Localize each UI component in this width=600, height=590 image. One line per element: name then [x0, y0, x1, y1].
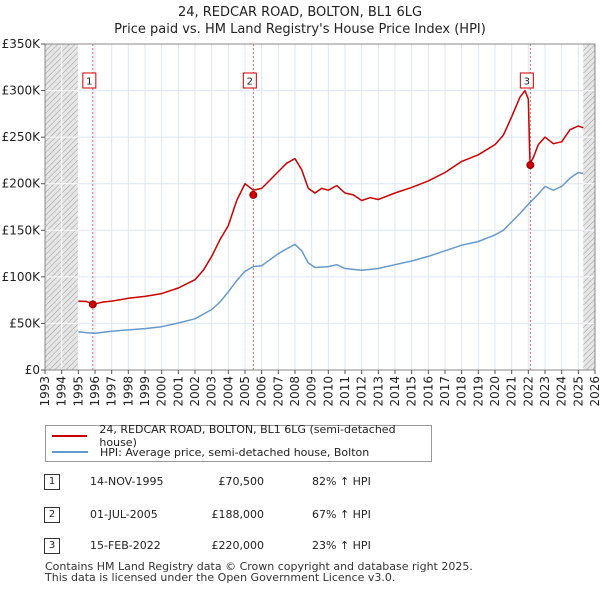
x-tick-label: 2008: [288, 376, 302, 407]
property-series-line: [78, 89, 584, 306]
x-tick-label: 1999: [138, 376, 152, 407]
hatched-region-after: [583, 44, 595, 370]
sale-point: [526, 161, 535, 170]
y-tick-label: £350K: [2, 37, 42, 51]
sale-price: £188,000: [211, 508, 265, 521]
x-tick-label: 2009: [305, 376, 319, 407]
price-chart: 1 2 3 £0 £50K £100K £150K £200K £250K £300K £350K 1…: [2, 37, 600, 407]
x-tick-label: 1997: [105, 376, 119, 407]
sale-hpi-change: 23% ↑ HPI: [312, 539, 371, 552]
sale-label-box: [519, 72, 534, 89]
sale-date: 15-FEB-2022: [90, 539, 161, 552]
x-tick-label: 2014: [388, 376, 402, 407]
hpi-series-line: [78, 171, 584, 334]
x-tick-label: 2002: [188, 376, 202, 407]
x-tick-label: 2015: [405, 376, 419, 407]
legend-swatch-property: [52, 435, 88, 437]
sale-row: 3 15-FEB-2022 £220,000 23% ↑ HPI: [44, 538, 464, 558]
sale-label-box: [242, 72, 257, 89]
plot-border: [44, 43, 596, 371]
x-tick-label: 2021: [505, 376, 519, 407]
x-tick-label: 2018: [455, 376, 469, 407]
x-tick-label: 2013: [371, 376, 385, 407]
y-tick-label: £250K: [2, 130, 42, 144]
sale-date: 01-JUL-2005: [90, 508, 158, 521]
legend-label-hpi: HPI: Average price, semi-detached house,…: [100, 445, 370, 459]
sale-number-badge: 2: [44, 507, 60, 523]
x-tick-label: 2007: [271, 376, 285, 407]
x-tick-label: 1995: [71, 376, 85, 407]
x-tick-label: 2003: [205, 376, 219, 407]
sale-label-text: 2: [247, 77, 253, 88]
x-tick-label: 2001: [171, 376, 185, 407]
data-range-band: [78, 44, 584, 370]
legend-item-hpi: HPI: Average price, semi-detached house,…: [52, 445, 369, 459]
sale-point: [88, 300, 97, 309]
chart-legend: 24, REDCAR ROAD, BOLTON, BL1 6LG (semi-d…: [45, 423, 432, 462]
legend-swatch-hpi: [52, 451, 88, 453]
footer-licence: This data is licensed under the Open Gov…: [45, 571, 396, 584]
footer: Contains HM Land Registry data © Crown c…: [45, 561, 473, 583]
y-tick-label: £100K: [2, 270, 42, 284]
x-tick-label: 2017: [438, 376, 452, 407]
x-tick-label: 2025: [571, 376, 585, 407]
sale-date: 14-NOV-1995: [90, 475, 164, 488]
x-tick-label: 2006: [255, 376, 269, 407]
footer-copyright: Contains HM Land Registry data © Crown c…: [45, 560, 473, 573]
x-tick-label: 1993: [38, 376, 52, 407]
sale-label-text: 1: [86, 77, 92, 88]
sale-price: £70,500: [218, 475, 265, 488]
legend-label-property: 24, REDCAR ROAD, BOLTON, BL1 6LG (semi-d…: [99, 423, 396, 449]
sale-number-badge: 3: [44, 538, 60, 554]
chart-subtitle: Price paid vs. HM Land Registry's House …: [114, 22, 486, 37]
x-tick-label: 1994: [55, 376, 69, 407]
sale-hpi-change: 67% ↑ HPI: [312, 508, 371, 521]
x-tick-label: 2005: [238, 376, 252, 407]
x-tick-label: 2012: [355, 376, 369, 407]
x-tick-label: 2011: [338, 376, 352, 407]
y-tick-label: £50K: [9, 316, 41, 330]
x-tick-label: 2000: [155, 376, 169, 407]
sale-label-text: 3: [524, 77, 530, 88]
y-tick-label: £300K: [2, 84, 42, 98]
sale-price: £220,000: [211, 539, 265, 552]
sale-number-badge: 1: [44, 474, 60, 490]
sale-label-box: [82, 72, 97, 89]
x-tick-label: 2020: [488, 376, 502, 407]
y-tick-label: £200K: [2, 177, 42, 191]
x-tick-label: 2022: [521, 376, 535, 407]
x-tick-label: 2023: [538, 376, 552, 407]
sale-row: 2 01-JUL-2005 £188,000 67% ↑ HPI: [44, 507, 464, 527]
sale-hpi-change: 82% ↑ HPI: [312, 475, 371, 488]
x-tick-label: 2016: [421, 376, 435, 407]
legend-item-property: 24, REDCAR ROAD, BOLTON, BL1 6LG (semi-d…: [52, 423, 431, 449]
y-tick-label: £150K: [2, 223, 42, 237]
y-tick-label: £0: [25, 363, 40, 377]
x-tick-label: 1998: [121, 376, 135, 407]
sale-point: [249, 190, 258, 199]
sale-row: 1 14-NOV-1995 £70,500 82% ↑ HPI: [44, 474, 464, 494]
x-tick-label: 1996: [88, 376, 102, 407]
x-tick-label: 2019: [471, 376, 485, 407]
x-tick-label: 2024: [555, 376, 569, 407]
x-tick-label: 2010: [321, 376, 335, 407]
x-tick-label: 2004: [221, 376, 235, 407]
x-tick-label: 2026: [588, 376, 600, 407]
chart-title: 24, REDCAR ROAD, BOLTON, BL1 6LG: [177, 5, 423, 20]
